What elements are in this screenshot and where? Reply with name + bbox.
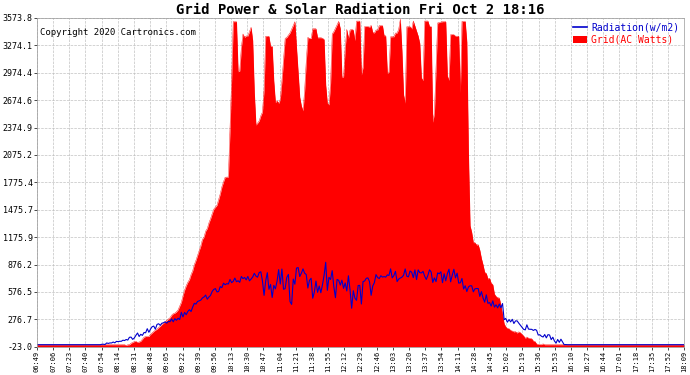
Title: Grid Power & Solar Radiation Fri Oct 2 18:16: Grid Power & Solar Radiation Fri Oct 2 1… [177, 3, 545, 17]
Text: Copyright 2020 Cartronics.com: Copyright 2020 Cartronics.com [40, 28, 196, 37]
Legend: Radiation(w/m2), Grid(AC Watts): Radiation(w/m2), Grid(AC Watts) [573, 23, 680, 45]
